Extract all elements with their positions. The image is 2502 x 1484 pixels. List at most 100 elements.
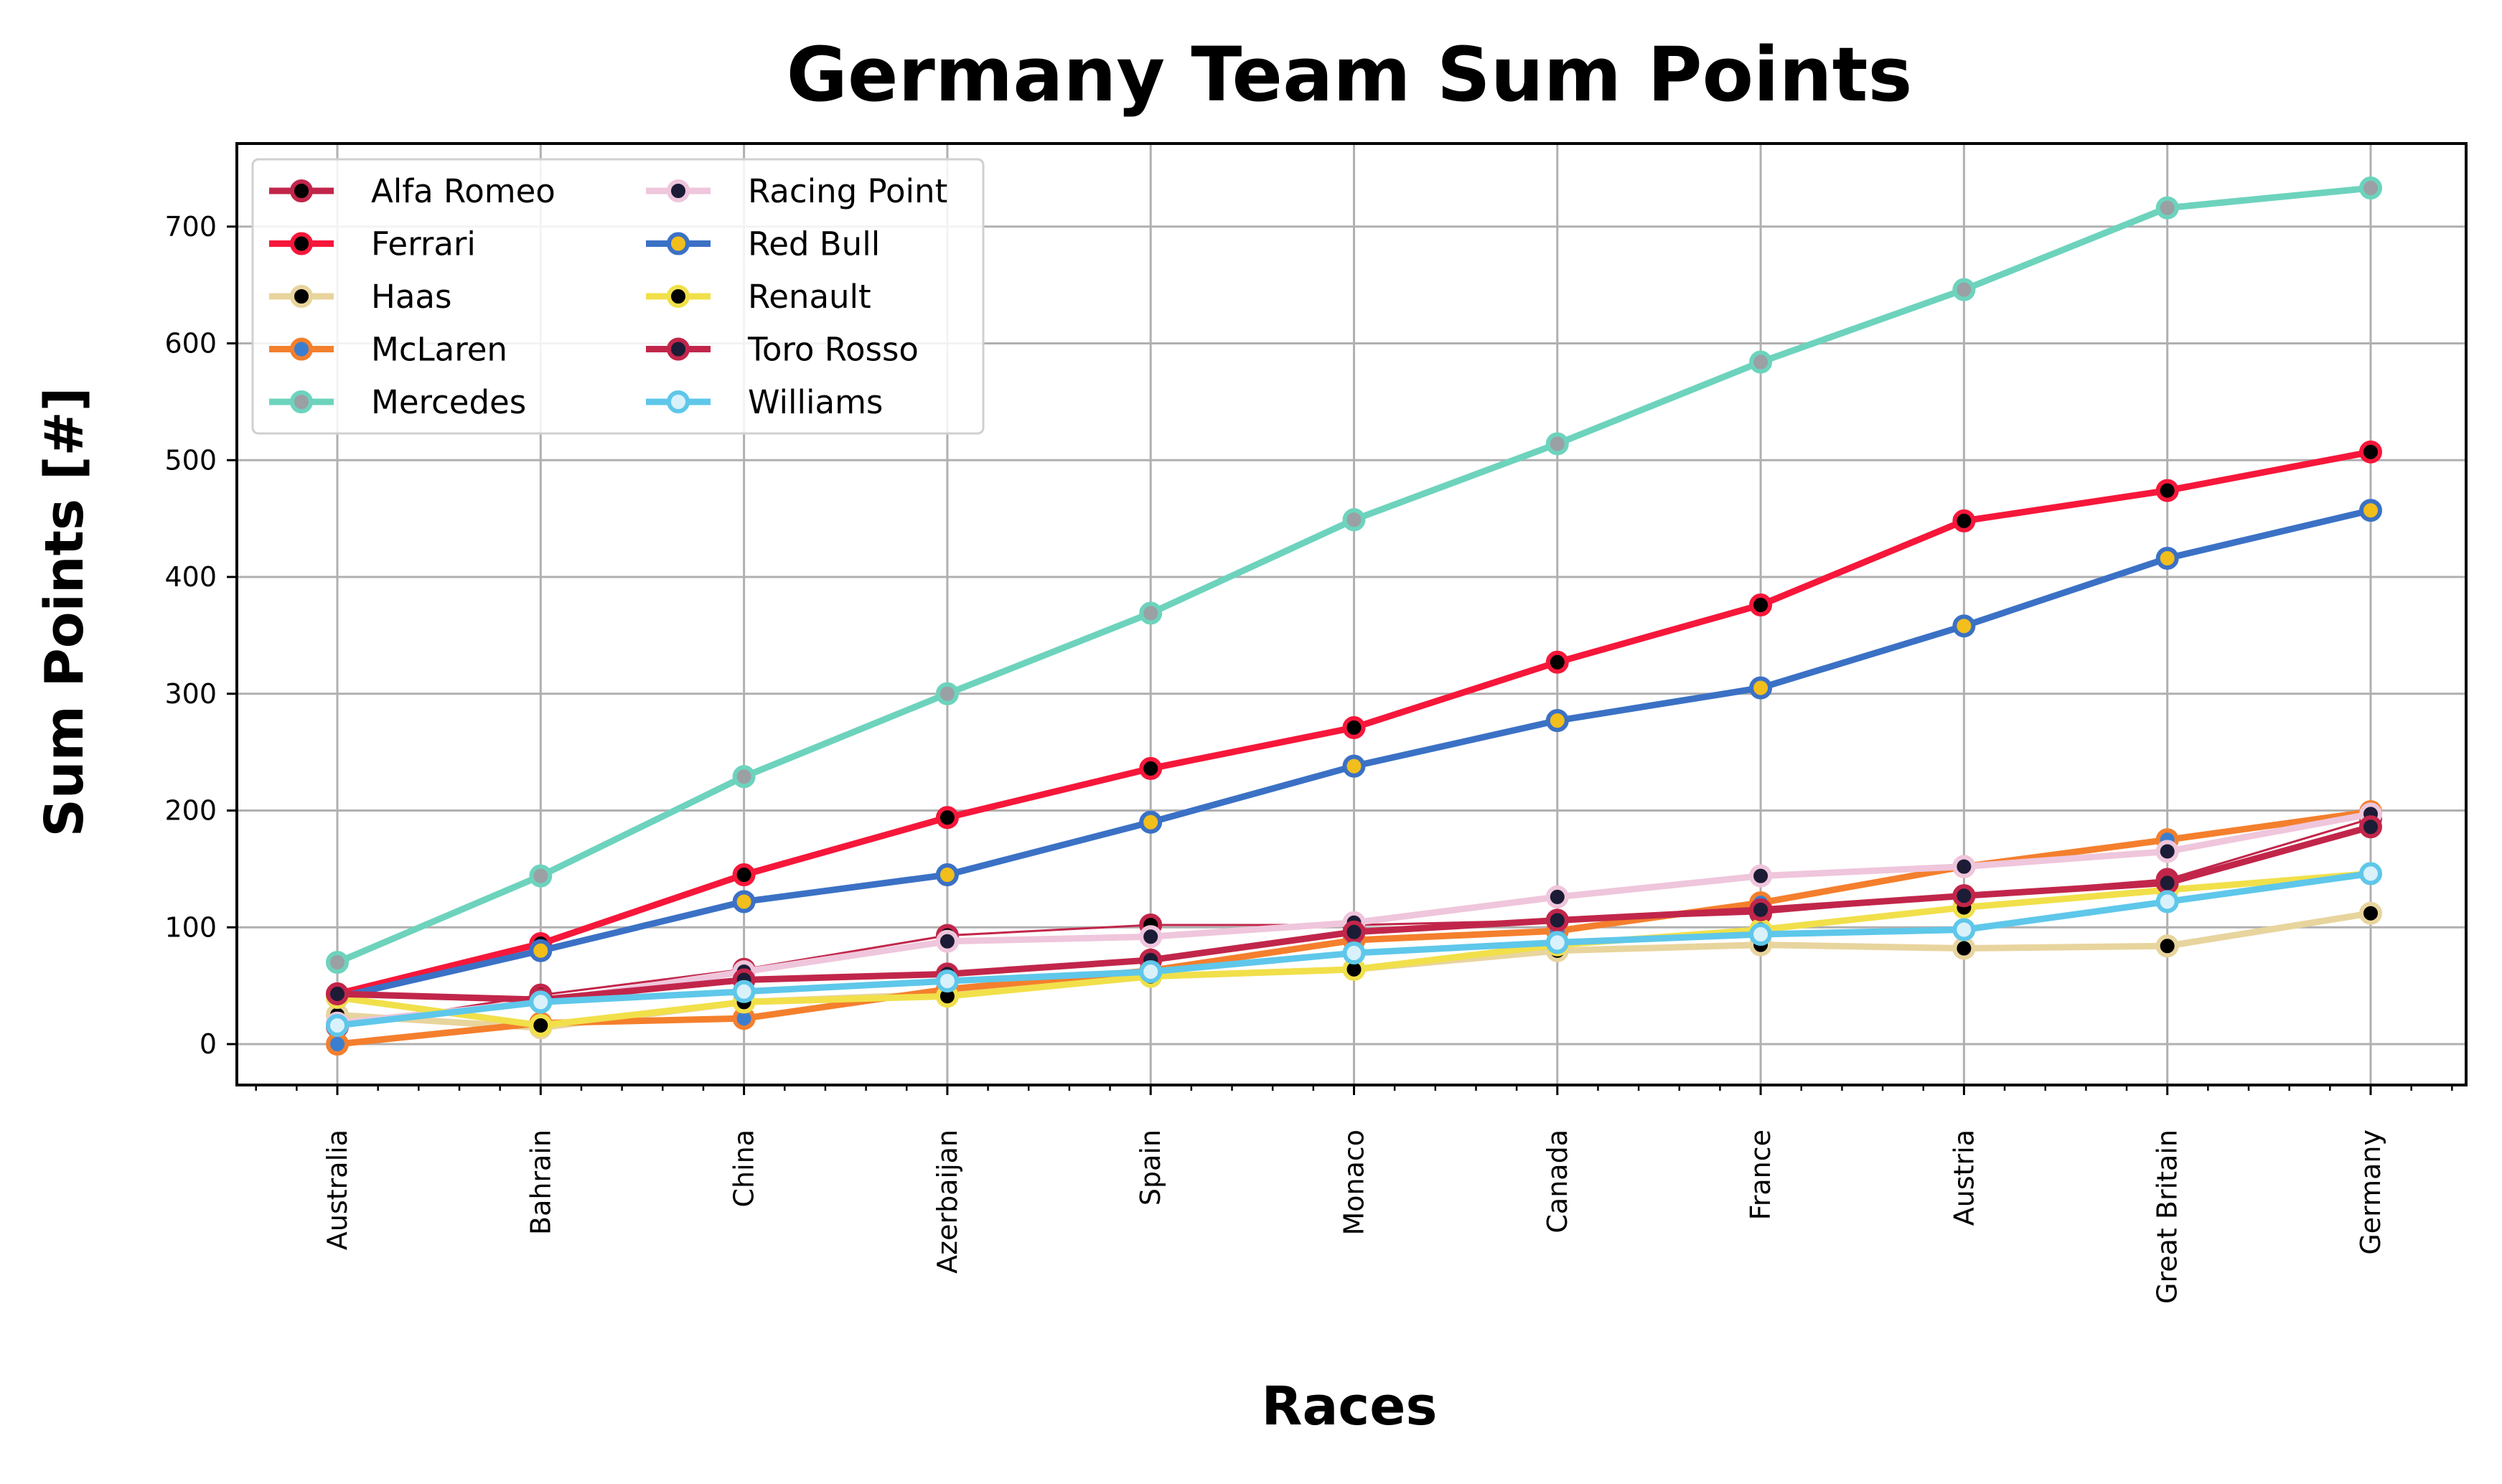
x-tick-label: France <box>1745 1130 1776 1220</box>
data-point-mercedes <box>1749 350 1773 374</box>
legend-item-racing-point: Racing Point <box>646 172 947 210</box>
data-point-toro-rosso <box>2359 815 2382 839</box>
y-axis-label: Sum Points [#] <box>34 388 95 837</box>
y-tick-label: 600 <box>164 328 217 360</box>
data-point-ferrari <box>935 806 959 830</box>
legend-item-toro-rosso: Toro Rosso <box>646 331 919 369</box>
data-point-williams <box>1749 923 1773 947</box>
data-point-williams <box>1952 918 1976 941</box>
legend-item-renault: Renault <box>646 278 871 316</box>
x-tick-label: Germany <box>2355 1130 2386 1255</box>
data-point-williams <box>732 980 756 1003</box>
y-tick-label: 500 <box>164 444 217 476</box>
data-point-mercedes <box>1342 508 1366 532</box>
data-point-ferrari <box>1749 593 1773 617</box>
legend-swatch-marker <box>667 390 690 413</box>
legend-swatch-marker <box>667 337 690 361</box>
data-point-racing-point <box>1545 885 1569 908</box>
x-tick-label: Australia <box>322 1130 353 1250</box>
data-point-racing-point <box>1139 925 1163 949</box>
series-williams <box>326 862 2382 1037</box>
data-point-toro-rosso <box>1749 898 1773 921</box>
data-point-haas <box>1952 936 1976 960</box>
legend-label: Alfa Romeo <box>371 172 556 210</box>
legend-swatch-marker <box>290 285 313 308</box>
data-point-red-bull <box>935 863 959 887</box>
series-toro-rosso <box>326 815 2382 1012</box>
legend-label: Haas <box>371 278 451 316</box>
data-point-red-bull <box>1952 614 1976 638</box>
data-point-racing-point <box>1749 864 1773 888</box>
data-point-red-bull <box>2359 499 2382 522</box>
legend-swatch-marker <box>667 285 690 308</box>
data-point-mercedes <box>326 951 349 975</box>
y-tick-label: 700 <box>164 211 217 243</box>
x-tick-label: Spain <box>1135 1130 1166 1206</box>
series-mercedes <box>326 177 2382 975</box>
legend-swatch-marker <box>667 232 690 255</box>
legend-item-alfa-romeo: Alfa Romeo <box>269 172 556 210</box>
data-point-mercedes <box>732 765 756 789</box>
legend-label: Mercedes <box>371 383 526 421</box>
data-point-haas <box>2359 901 2382 925</box>
data-point-renault <box>529 1013 553 1037</box>
y-tick-label: 400 <box>164 561 217 593</box>
plot-frame <box>235 142 2468 1086</box>
legend-label: Williams <box>748 383 883 421</box>
data-point-red-bull <box>1545 709 1569 733</box>
data-point-ferrari <box>1342 715 1366 739</box>
legend-item-ferrari: Ferrari <box>269 225 476 263</box>
data-point-toro-rosso <box>326 982 349 1006</box>
data-point-mercedes <box>2155 196 2179 220</box>
legend-swatch-marker <box>290 390 313 413</box>
y-tick-label: 200 <box>164 795 217 827</box>
y-tick-label: 0 <box>200 1028 217 1060</box>
legend-box <box>251 158 985 435</box>
x-axis-label: Races <box>1261 1376 1437 1437</box>
data-point-mercedes <box>2359 177 2382 200</box>
legend-item-mclaren: McLaren <box>269 331 507 369</box>
legend-swatch-marker <box>290 179 313 202</box>
chart-title: Germany Team Sum Points <box>787 31 1913 118</box>
data-point-williams <box>1342 941 1366 965</box>
data-point-red-bull <box>1342 754 1366 778</box>
x-tick-label: Great Britain <box>2152 1130 2183 1304</box>
legend-label: Racing Point <box>748 172 947 210</box>
legend-item-haas: Haas <box>269 278 451 316</box>
legend-label: Renault <box>748 278 871 316</box>
data-point-racing-point <box>2155 840 2179 863</box>
x-tick-label: Monaco <box>1339 1130 1370 1236</box>
data-point-mercedes <box>1139 601 1163 625</box>
data-point-red-bull <box>1749 676 1773 700</box>
legend-label: Ferrari <box>371 225 476 263</box>
legend-label: Toro Rosso <box>747 331 919 369</box>
data-point-red-bull <box>529 939 553 962</box>
data-point-racing-point <box>1952 855 1976 878</box>
data-point-mercedes <box>1952 278 1976 301</box>
x-tick-label: China <box>728 1130 760 1208</box>
data-point-mercedes <box>1545 432 1569 456</box>
y-tick-label: 300 <box>164 678 217 710</box>
y-tick-label: 100 <box>164 911 217 943</box>
data-point-toro-rosso <box>2155 871 2179 895</box>
data-point-ferrari <box>2359 440 2382 464</box>
legend: Alfa Romeo Ferrari Haas McLaren Mercedes Raci… <box>251 158 985 435</box>
data-point-ferrari <box>1139 756 1163 780</box>
data-point-mclaren <box>326 1033 349 1056</box>
data-point-toro-rosso <box>1545 908 1569 932</box>
data-point-williams <box>2155 890 2179 914</box>
data-point-mercedes <box>529 864 553 888</box>
data-point-williams <box>529 990 553 1014</box>
series-layer <box>326 177 2382 1056</box>
data-point-mercedes <box>935 682 959 705</box>
data-point-williams <box>326 1013 349 1037</box>
data-point-ferrari <box>1952 509 1976 532</box>
data-point-red-bull <box>732 890 756 914</box>
data-point-ferrari <box>732 863 756 887</box>
legend-item-mercedes: Mercedes <box>269 383 526 421</box>
legend-label: Red Bull <box>748 225 880 263</box>
data-point-toro-rosso <box>1342 920 1366 944</box>
legend-item-williams: Williams <box>646 383 883 421</box>
